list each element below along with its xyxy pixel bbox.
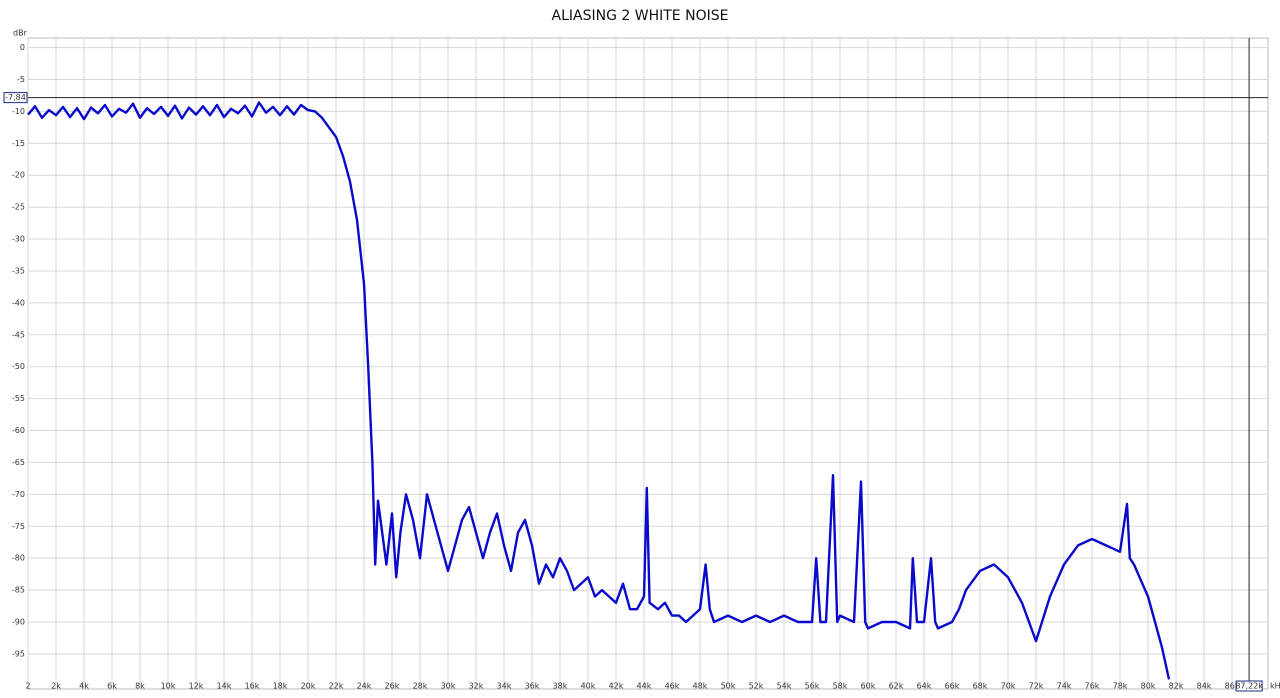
x-tick-label: 38k <box>553 682 568 691</box>
x-tick-label: 86k <box>1225 682 1240 691</box>
y-tick-label: -50 <box>12 362 25 371</box>
y-tick-label: -75 <box>12 522 25 531</box>
x-tick-label: 48k <box>693 682 708 691</box>
y-tick-label: -65 <box>12 458 25 467</box>
y-tick-label: -30 <box>12 235 25 244</box>
x-tick-label: 32k <box>469 682 484 691</box>
x-tick-label: 76k <box>1085 682 1100 691</box>
x-tick-label: 20k <box>301 682 316 691</box>
x-tick-label: 64k <box>917 682 932 691</box>
x-tick-label: 66k <box>945 682 960 691</box>
x-tick-label: 18k <box>273 682 288 691</box>
x-tick-label: 26k <box>385 682 400 691</box>
x-tick-label: 28k <box>413 682 428 691</box>
x-tick-label: 4k <box>79 682 89 691</box>
x-tick-label: 22k <box>329 682 344 691</box>
y-tick-label: -20 <box>12 171 25 180</box>
y-tick-label: -10 <box>12 107 25 116</box>
x-tick-label: 72k <box>1029 682 1044 691</box>
chart-title: ALIASING 2 WHITE NOISE <box>552 8 729 24</box>
y-tick-label: -15 <box>12 139 25 148</box>
x-tick-label: 42k <box>609 682 624 691</box>
y-tick-label: -35 <box>12 266 25 275</box>
y-unit: dBr <box>13 29 28 38</box>
x-tick-label: 30k <box>441 682 456 691</box>
y-tick-label: -80 <box>12 554 25 563</box>
x-tick-label: 6k <box>107 682 117 691</box>
x-tick-label: 10k <box>161 682 176 691</box>
x-tick-label: 44k <box>637 682 652 691</box>
x-tick-label: 16k <box>245 682 260 691</box>
x-tick-label: 14k <box>217 682 232 691</box>
x-tick-label: 68k <box>973 682 988 691</box>
x-tick-label: 52k <box>749 682 764 691</box>
y-tick-label: -95 <box>12 649 25 658</box>
x-tick-label: 82k <box>1169 682 1184 691</box>
x-tick-label: 2k <box>51 682 61 691</box>
x-tick-label: 46k <box>665 682 680 691</box>
y-tick-label: -5 <box>17 75 25 84</box>
x-tick-label: 80k <box>1141 682 1156 691</box>
x-tick-label: 12k <box>189 682 204 691</box>
spectrum-line <box>27 101 1171 680</box>
y-tick-label: -60 <box>12 426 25 435</box>
x-tick-label: 62k <box>889 682 904 691</box>
cursor-x-box <box>1235 680 1263 692</box>
x-tick-label: 60k <box>861 682 876 691</box>
x-tick-label: 84k <box>1197 682 1212 691</box>
x-tick-label: 74k <box>1057 682 1072 691</box>
cursor-y-box <box>3 92 28 104</box>
x-tick-label: 2 <box>25 682 30 691</box>
x-tick-label: 34k <box>497 682 512 691</box>
y-tick-label: -25 <box>12 203 25 212</box>
x-tick-label: 50k <box>721 682 736 691</box>
y-tick-label: 0 <box>20 43 25 52</box>
y-tick-label: -55 <box>12 394 25 403</box>
x-tick-label: 56k <box>805 682 820 691</box>
cursor-y-label: -7,84 <box>5 93 26 102</box>
y-tick-label: -85 <box>12 586 25 595</box>
x-tick-label: 8k <box>135 682 145 691</box>
x-tick-label: 58k <box>833 682 848 691</box>
cursor-x-label: 87,22k <box>1235 682 1263 691</box>
x-tick-label: 78k <box>1113 682 1128 691</box>
y-tick-label: -90 <box>12 617 25 626</box>
x-tick-label: 70k <box>1001 682 1016 691</box>
y-tick-label: -45 <box>12 330 25 339</box>
y-tick-label: -40 <box>12 298 25 307</box>
x-tick-label: 54k <box>777 682 792 691</box>
x-tick-label: 40k <box>581 682 596 691</box>
x-tick-label: 24k <box>357 682 372 691</box>
x-unit: kHz <box>1270 682 1280 691</box>
plot-area <box>27 37 1269 690</box>
y-tick-label: -70 <box>12 490 25 499</box>
x-tick-label: 36k <box>525 682 540 691</box>
